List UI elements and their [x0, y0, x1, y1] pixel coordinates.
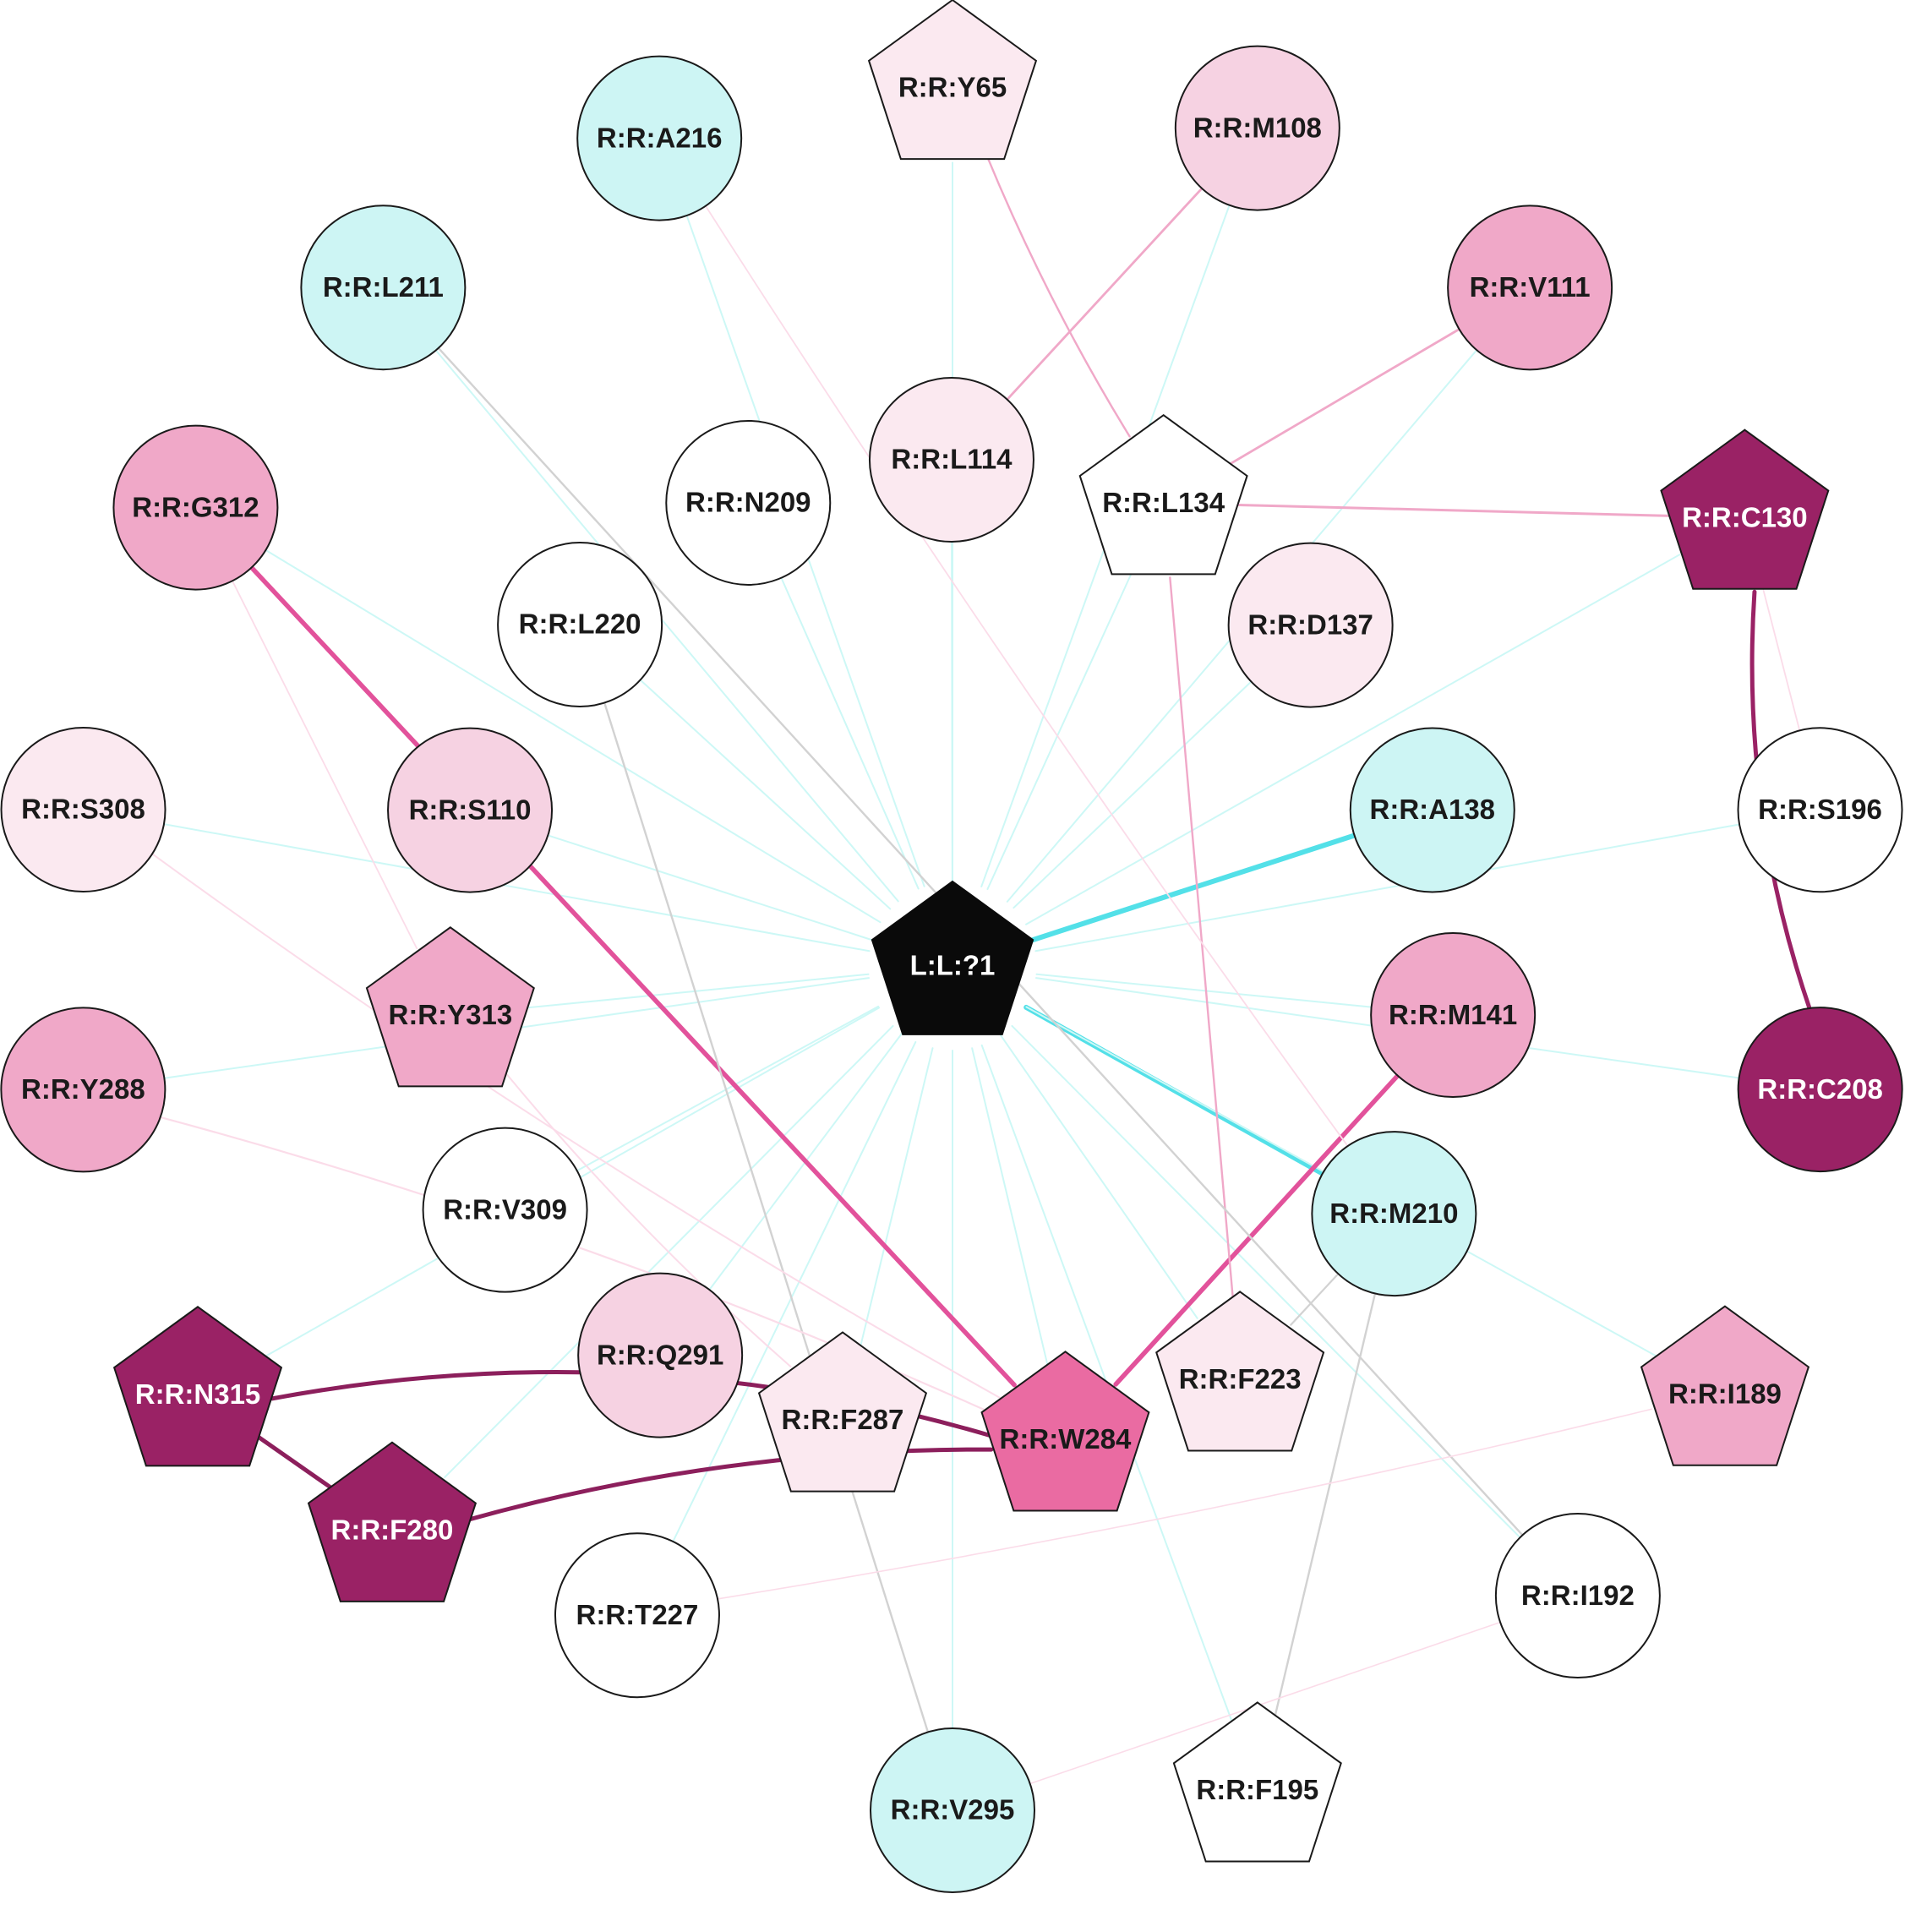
svg-text:R:R:F223: R:R:F223: [1179, 1363, 1302, 1394]
svg-text:R:R:M210: R:R:M210: [1329, 1198, 1458, 1229]
svg-text:R:R:W284: R:R:W284: [1000, 1423, 1132, 1454]
svg-text:R:R:L134: R:R:L134: [1102, 487, 1225, 518]
svg-text:R:R:Y313: R:R:Y313: [388, 999, 512, 1030]
svg-text:R:R:T227: R:R:T227: [576, 1599, 699, 1630]
svg-text:R:R:Y65: R:R:Y65: [898, 72, 1007, 103]
svg-text:R:R:M108: R:R:M108: [1193, 112, 1322, 143]
svg-text:R:R:V309: R:R:V309: [443, 1193, 567, 1225]
svg-text:R:R:I189: R:R:I189: [1668, 1378, 1782, 1409]
svg-text:R:R:S308: R:R:S308: [21, 794, 145, 825]
svg-text:R:R:Q291: R:R:Q291: [597, 1339, 723, 1370]
svg-text:R:R:D137: R:R:D137: [1247, 609, 1373, 640]
svg-text:R:R:V295: R:R:V295: [891, 1794, 1015, 1826]
svg-text:R:R:G312: R:R:G312: [132, 491, 259, 522]
svg-text:R:R:S110: R:R:S110: [409, 794, 532, 825]
svg-text:R:R:C130: R:R:C130: [1682, 501, 1808, 532]
svg-text:L:L:?1: L:L:?1: [910, 950, 996, 981]
svg-text:R:R:S196: R:R:S196: [1758, 794, 1882, 825]
svg-text:R:R:N209: R:R:N209: [685, 487, 811, 518]
svg-text:R:R:F280: R:R:F280: [331, 1514, 454, 1545]
svg-text:R:R:M141: R:R:M141: [1389, 999, 1517, 1030]
svg-text:R:R:L114: R:R:L114: [891, 444, 1013, 475]
svg-text:R:R:Y288: R:R:Y288: [21, 1073, 145, 1105]
svg-text:R:R:L211: R:R:L211: [323, 271, 444, 303]
svg-text:R:R:V111: R:R:V111: [1470, 271, 1591, 303]
svg-text:R:R:C208: R:R:C208: [1757, 1073, 1883, 1105]
svg-text:R:R:A216: R:R:A216: [597, 122, 723, 153]
svg-text:R:R:L220: R:R:L220: [519, 609, 641, 640]
svg-text:R:R:F287: R:R:F287: [782, 1404, 904, 1435]
svg-text:R:R:I192: R:R:I192: [1521, 1580, 1635, 1611]
svg-text:R:R:N315: R:R:N315: [135, 1378, 261, 1410]
svg-text:R:R:F195: R:R:F195: [1196, 1774, 1318, 1805]
svg-text:R:R:A138: R:R:A138: [1370, 794, 1496, 825]
